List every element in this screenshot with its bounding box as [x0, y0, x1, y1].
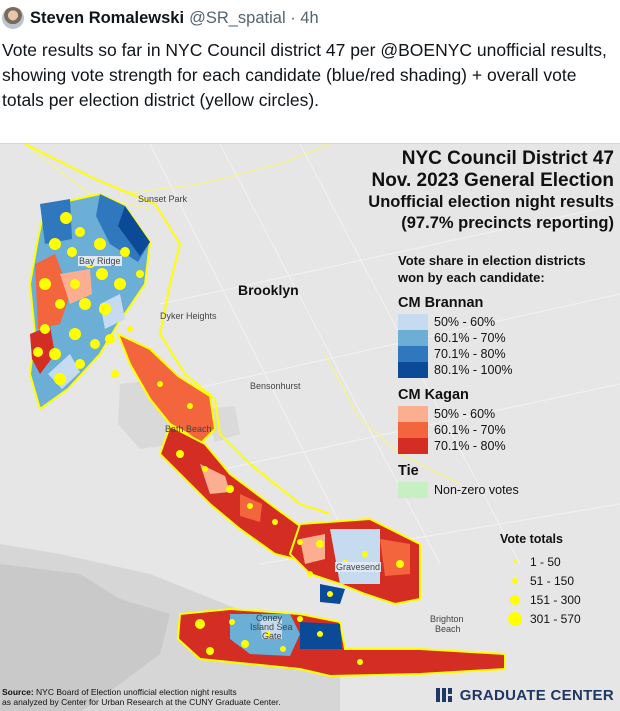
place-bensonhurst: Bensonhurst — [250, 381, 301, 391]
legend-item-label: 80.1% - 100% — [434, 363, 513, 377]
legend-heading-2: won by each candidate: — [398, 270, 545, 285]
map-title: NYC Council District 47 Nov. 2023 Genera… — [368, 148, 614, 234]
map-title-line4: (97.7% precincts reporting) — [401, 214, 614, 232]
legend-kagan-label: CM Kagan — [398, 387, 469, 403]
source-label: Source: — [2, 687, 34, 697]
vote-total-dot — [512, 577, 518, 584]
vote-totals-item: 51 - 150 — [500, 571, 610, 590]
place-bath-beach: Bath Beach — [165, 424, 212, 434]
legend-item: 80.1% - 100% — [398, 362, 616, 378]
vote-totals-item: 301 - 570 — [500, 609, 610, 628]
legend-swatch — [398, 346, 428, 362]
legend-heading-1: Vote share in election districts — [398, 253, 586, 268]
legend-brannan-label: CM Brannan — [398, 295, 484, 311]
place-brighton-1: Brighton — [430, 614, 464, 624]
legend-tie-label: Tie — [398, 463, 419, 479]
vote-totals-title: Vote totals — [500, 532, 563, 546]
place-coney-1: Coney — [256, 613, 283, 623]
vote-totals-label: 51 - 150 — [530, 573, 575, 588]
legend-item-label: 60.1% - 70% — [434, 331, 506, 345]
tweet-text: Vote results so far in NYC Council distr… — [2, 40, 607, 110]
vote-total-circles — [33, 212, 404, 665]
legend-item: 50% - 60% — [398, 406, 616, 422]
vote-totals-item: 1 - 50 — [500, 552, 610, 571]
vote-totals-label: 1 - 50 — [530, 554, 561, 569]
legend-item-label: 50% - 60% — [434, 407, 496, 421]
legend-swatch — [398, 406, 428, 422]
legend-item: 60.1% - 70% — [398, 330, 616, 346]
legend-swatch — [398, 422, 428, 438]
map-source: Source: NYC Board of Election unofficial… — [2, 687, 281, 707]
place-gravesend: Gravesend — [335, 562, 382, 572]
cuny-logo-icon — [435, 688, 452, 702]
legend-item-label: 50% - 60% — [434, 315, 496, 329]
logo-text: GRADUATE CENTER — [459, 686, 614, 704]
source-line2: as analyzed by Center for Urban Research… — [2, 697, 281, 707]
legend-swatch — [398, 330, 428, 346]
source-line1: NYC Board of Election unofficial electio… — [33, 687, 237, 697]
graduate-center-logo: GRADUATE CENTER — [434, 685, 614, 705]
vote-totals-label: 151 - 300 — [530, 592, 581, 607]
legend-item-label: Non-zero votes — [434, 483, 519, 497]
vote-totals-legend: Vote totals 1 - 50 51 - 150 151 - 300 30… — [500, 532, 610, 628]
map-title-line3: Unofficial election night results — [368, 193, 614, 211]
avatar[interactable] — [2, 7, 24, 29]
map-title-line2: Nov. 2023 General Election — [371, 170, 614, 191]
legend-swatch — [398, 314, 428, 330]
map-graphic — [0, 144, 620, 711]
legend-item-label: 60.1% - 70% — [434, 423, 506, 437]
map-title-line1: NYC Council District 47 — [401, 148, 614, 169]
legend-swatch — [398, 482, 428, 498]
legend-item: 50% - 60% — [398, 314, 616, 330]
map-image[interactable]: NYC Council District 47 Nov. 2023 Genera… — [0, 143, 620, 711]
place-brighton-2: Beach — [435, 624, 461, 634]
vote-share-legend: Vote share in election districts won by … — [398, 252, 616, 498]
vote-totals-label: 301 - 570 — [530, 611, 581, 626]
vote-total-dot — [513, 560, 517, 563]
author-name[interactable]: Steven Romalewski — [30, 8, 185, 27]
place-bay-ridge: Bay Ridge — [78, 256, 122, 266]
legend-item: 70.1% - 80% — [398, 346, 616, 362]
legend-item-label: 70.1% - 80% — [434, 439, 506, 453]
legend-swatch — [398, 438, 428, 454]
legend-item: 70.1% - 80% — [398, 438, 616, 454]
vote-total-dot — [508, 611, 522, 626]
place-coney-3: Gate — [262, 631, 282, 641]
legend-item: 60.1% - 70% — [398, 422, 616, 438]
vote-total-dot — [510, 594, 520, 605]
legend-item-label: 70.1% - 80% — [434, 347, 506, 361]
author-handle[interactable]: @SR_spatial · 4h — [189, 8, 319, 27]
vote-totals-item: 151 - 300 — [500, 590, 610, 609]
place-sunset-park: Sunset Park — [138, 194, 188, 204]
tweet-header: Steven Romalewski @SR_spatial · 4h — [0, 6, 319, 30]
legend-item: Non-zero votes — [398, 482, 616, 498]
place-coney-2: Island Sea — [250, 622, 293, 632]
legend-swatch — [398, 362, 428, 378]
place-brooklyn: Brooklyn — [238, 282, 299, 298]
place-dyker-heights: Dyker Heights — [160, 311, 217, 321]
